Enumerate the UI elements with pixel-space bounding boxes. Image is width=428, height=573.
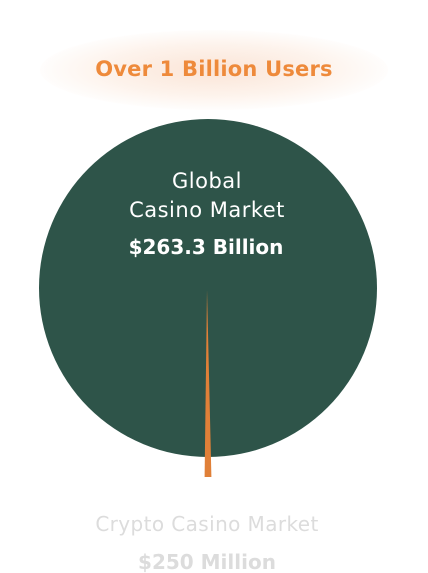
- pie-slice-global-casino-market: [39, 119, 377, 457]
- secondary-slice-label: Crypto Casino Market: [95, 512, 318, 536]
- headline-glow: [40, 30, 388, 110]
- primary-slice-label-line-2: Casino Market: [129, 198, 285, 222]
- pie-slices: [39, 119, 377, 477]
- pie-slice-crypto-casino-market: [204, 290, 212, 477]
- headline: Over 1 Billion Users: [95, 57, 333, 81]
- primary-slice-value-label: $263.3 Billion: [129, 235, 284, 259]
- primary-slice-label-line-1: Global: [172, 169, 242, 193]
- secondary-slice-value-label: $250 Million: [138, 550, 276, 573]
